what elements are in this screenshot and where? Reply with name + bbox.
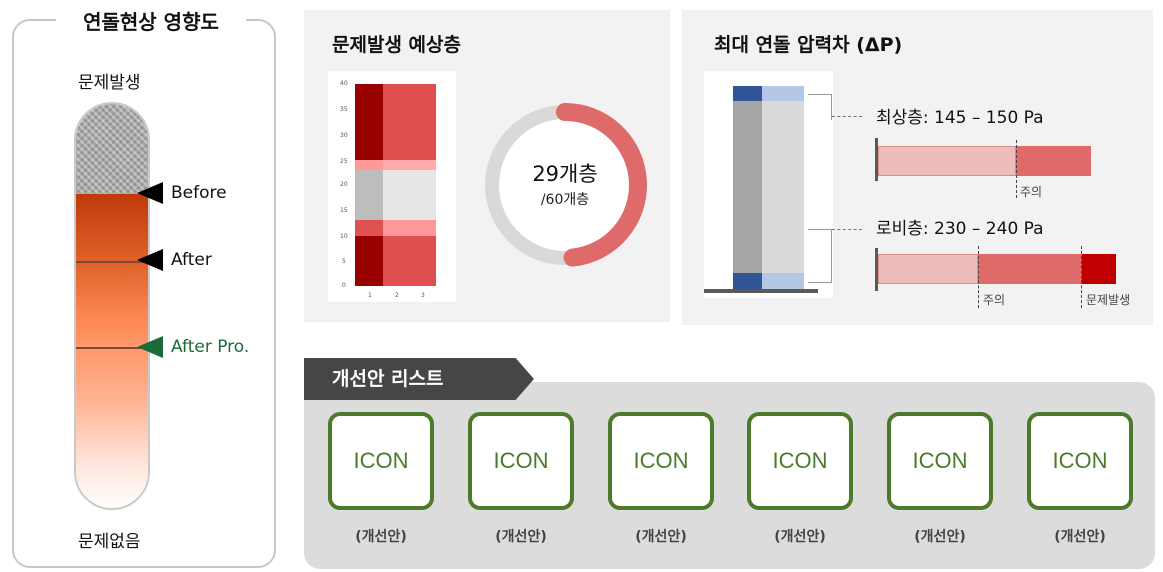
improvement-item-3[interactable]: ICON (608, 412, 714, 510)
heatmap-cell (355, 84, 383, 160)
gauge-top-label: 문제발생 (78, 73, 141, 93)
heatmap-cell (355, 220, 383, 236)
gauge-after-pro-line (76, 347, 148, 349)
problem-floors-donut: 29개층 /60개층 (485, 103, 647, 267)
top-floor-leader (832, 116, 862, 117)
lobby-bracket (808, 229, 832, 283)
top-floor-bar-caution (1016, 146, 1091, 176)
lobby-caution-threshold (978, 246, 979, 308)
top-floor-bracket (808, 94, 832, 120)
improvement-caption: (개선안) (774, 529, 826, 545)
heatmap-y-tick: 40 (340, 80, 348, 87)
heatmap-cell (383, 236, 436, 286)
improvement-item-6[interactable]: ICON (1027, 412, 1133, 510)
heatmap-x-tick: 1 (368, 292, 372, 299)
building-top-floor-side (762, 86, 804, 101)
heatmap-y-tick: 15 (340, 207, 348, 214)
building-floors (762, 101, 804, 273)
after-pro-marker-label: After Pro. (171, 337, 250, 357)
heatmap-x-tick: 3 (421, 292, 425, 299)
building-lobby-floor (733, 273, 762, 289)
heatmap-cell (383, 220, 436, 236)
before-marker-label: Before (171, 183, 227, 203)
heatmap-y-tick: 30 (340, 132, 348, 139)
gauge-after-line (76, 261, 148, 263)
heatmap-y-tick: 35 (340, 106, 348, 113)
improvement-caption: (개선안) (495, 529, 547, 545)
improvement-caption: (개선안) (635, 529, 687, 545)
floor-heatmap: 40 35 30 25 20 15 10 5 0 1 2 3 (328, 71, 456, 302)
improvement-item-5[interactable]: ICON (887, 412, 993, 510)
heatmap-cell (383, 170, 436, 220)
lobby-bar-axis (875, 248, 878, 291)
top-floor-pressure-label: 최상층: 145 – 150 Pa (876, 108, 1044, 128)
lobby-leader (832, 229, 862, 230)
building-shaft (733, 101, 762, 273)
building-ground (704, 289, 818, 293)
impact-panel-title: 연돌현상 영향도 (56, 5, 246, 39)
donut-value-text: 29개층 (532, 162, 597, 186)
heatmap-y-tick: 10 (340, 233, 348, 240)
improvement-caption: (개선안) (914, 529, 966, 545)
donut-value-arc (556, 103, 647, 267)
heatmap-y-tick: 20 (340, 181, 348, 188)
heatmap-x-tick: 2 (395, 292, 399, 299)
gauge-gradient (76, 194, 148, 508)
donut-total-text: /60개층 (541, 192, 589, 208)
before-marker-icon (137, 182, 163, 204)
heatmap-cell (355, 170, 383, 220)
improvement-item-2[interactable]: ICON (468, 412, 574, 510)
donut-center (492, 112, 638, 258)
gauge-problem-zone (76, 104, 148, 194)
top-floor-caution-label: 주의 (1020, 185, 1043, 199)
heatmap-cell (383, 84, 436, 160)
lobby-pressure-label: 로비층: 230 – 240 Pa (876, 219, 1044, 239)
heatmap-cell (355, 236, 383, 286)
improvement-list-title: 개선안 리스트 (304, 358, 534, 400)
improvement-item-4[interactable]: ICON (747, 412, 853, 510)
improvement-caption: (개선안) (1054, 529, 1106, 545)
problem-floors-title: 문제발생 예상층 (332, 34, 461, 56)
lobby-problem-threshold (1081, 246, 1082, 308)
building-section-diagram (704, 71, 833, 298)
heatmap-y-tick: 0 (342, 282, 346, 289)
lobby-caution-label: 주의 (983, 293, 1006, 307)
after-pro-marker-icon (137, 336, 163, 358)
lobby-problem-label: 문제발생 (1086, 293, 1131, 307)
lobby-bar-caution (978, 254, 1082, 284)
heatmap-cell (383, 160, 436, 170)
building-lobby-floor-side (762, 273, 804, 289)
lobby-bar-normal (878, 254, 978, 284)
lobby-bar-problem (1082, 254, 1116, 284)
top-floor-caution-threshold (1016, 140, 1017, 198)
top-floor-bar-normal (878, 146, 1016, 176)
heatmap-y-tick: 25 (340, 158, 348, 165)
improvement-item-1[interactable]: ICON (328, 412, 434, 510)
heatmap-cell (355, 160, 383, 170)
after-marker-icon (137, 249, 163, 271)
improvement-list-panel (304, 382, 1155, 569)
improvement-caption: (개선안) (355, 529, 407, 545)
top-floor-bar-axis (875, 138, 878, 181)
impact-gauge (74, 102, 150, 510)
gauge-bottom-label: 문제없음 (78, 532, 141, 552)
building-top-floor (733, 86, 762, 101)
heatmap-y-tick: 5 (342, 258, 346, 265)
pressure-title: 최대 연돌 압력차 (ΔP) (714, 34, 903, 56)
after-marker-label: After (171, 250, 212, 270)
